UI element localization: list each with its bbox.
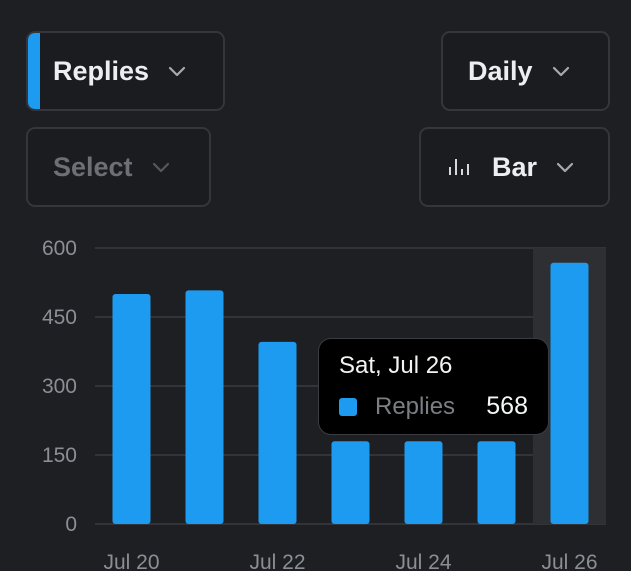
bar[interactable] [258,341,297,524]
bar-chart-icon [447,155,471,179]
bar[interactable] [550,262,589,524]
tooltip-value: 568 [486,392,528,420]
metric-dropdown[interactable]: Replies [26,31,225,111]
bar[interactable] [331,441,370,524]
chart-tooltip: Sat, Jul 26 Replies 568 [318,338,549,435]
y-tick-label: 300 [42,375,77,398]
bar[interactable] [477,441,516,524]
tooltip-series-name: Replies [375,392,456,420]
chevron-down-icon [549,59,573,83]
y-tick-label: 150 [42,444,77,467]
y-tick-label: 0 [65,513,77,536]
period-dropdown-label: Daily [468,55,533,86]
metric-color-accent [28,33,40,109]
bar[interactable] [404,441,443,524]
tooltip-series-swatch [339,397,357,416]
period-dropdown[interactable]: Daily [441,31,610,111]
bar[interactable] [112,294,151,524]
chevron-down-icon [553,155,577,179]
tooltip-date: Sat, Jul 26 [339,352,453,379]
tooltip-row: Replies 568 [339,392,528,421]
metric-dropdown-label: Replies [53,55,150,86]
chevron-down-icon [165,59,189,83]
chevron-down-icon [149,155,173,179]
y-tick-label: 450 [42,306,77,329]
bar[interactable] [185,290,224,524]
x-tick-label: Jul 24 [395,551,451,571]
x-tick-label: Jul 20 [103,551,159,571]
secondary-dropdown-placeholder: Select [53,151,133,182]
y-tick-label: 600 [42,237,77,260]
x-tick-label: Jul 26 [541,551,597,571]
bar-chart: 0 150 300 450 600 Jul 20 Jul 22 Jul 24 Jul 26 [42,237,606,571]
secondary-metric-dropdown[interactable]: Select [26,127,211,207]
x-tick-label: Jul 22 [249,551,305,571]
chart-type-dropdown[interactable]: Bar [419,127,610,207]
chart-type-label: Bar [492,151,538,182]
